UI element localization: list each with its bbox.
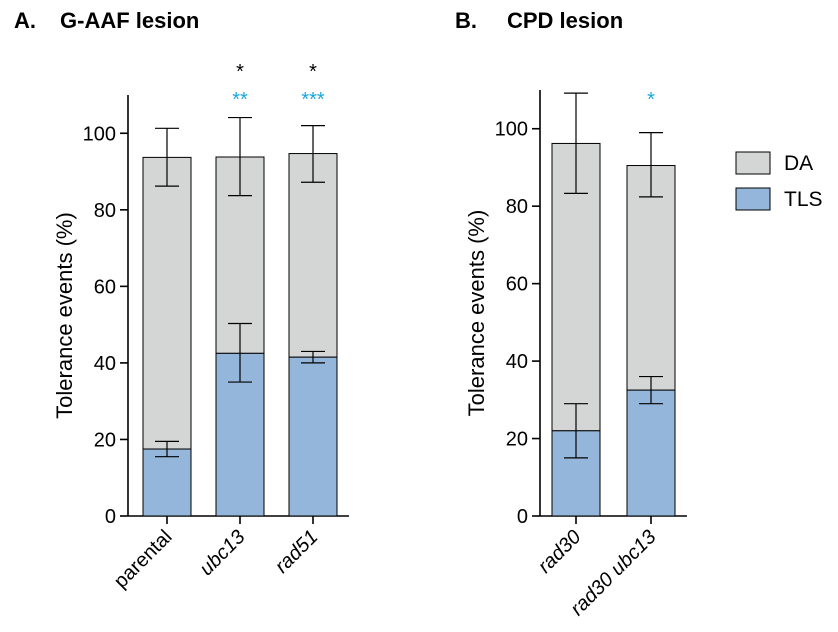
- legend-label-tls: TLS: [784, 188, 823, 211]
- legend-swatch-da: [735, 151, 771, 175]
- a-y-tick-label: 0: [105, 506, 116, 528]
- a-x-tick-label: rad51: [271, 526, 323, 578]
- b-y-tick-label: 100: [495, 119, 528, 141]
- a-y-tick-label: 100: [83, 123, 116, 145]
- b-y-tick-label: 40: [506, 351, 528, 373]
- legend-label-da: DA: [784, 152, 813, 175]
- a-y-tick-label: 40: [94, 353, 116, 375]
- a-sig-black-0: *: [236, 61, 244, 83]
- b-y-tick-label: 80: [506, 196, 528, 218]
- a-bar-da-0: [142, 156, 192, 450]
- b-bar-da-1: [626, 165, 676, 391]
- a-y-tick-label: 20: [94, 429, 116, 451]
- b-bar-tls-1: [626, 389, 676, 517]
- a-x-tick-label: parental: [110, 526, 177, 593]
- a-x-tick-label: ubc13: [195, 526, 249, 580]
- a-bar-da-2: [288, 153, 338, 358]
- b-y-tick-label: 0: [517, 506, 528, 528]
- a-bar-tls-0: [142, 448, 192, 517]
- legend-swatch-tls: [735, 187, 771, 211]
- a-sig-black-1: *: [309, 61, 317, 83]
- b-y-tick-label: 20: [506, 429, 528, 451]
- a-panel-letter: A.: [14, 8, 36, 33]
- a-bar-tls-2: [288, 356, 338, 517]
- b-panel-letter: B.: [455, 8, 477, 33]
- b-y-tick-label: 60: [506, 274, 528, 296]
- b-panel-title: CPD lesion: [507, 8, 623, 33]
- b-x-tick-label: rad30: [534, 526, 586, 578]
- a-sig-blue-0: **: [232, 89, 248, 111]
- a-y-tick-label: 60: [94, 276, 116, 298]
- a-y-axis-label: Tolerance events (%): [52, 212, 77, 419]
- a-sig-blue-1: ***: [301, 89, 325, 111]
- a-y-tick-label: 80: [94, 200, 116, 222]
- b-sig-blue-0: *: [647, 89, 655, 111]
- a-panel-title: G-AAF lesion: [60, 8, 199, 33]
- b-y-axis-label: Tolerance events (%): [464, 210, 489, 417]
